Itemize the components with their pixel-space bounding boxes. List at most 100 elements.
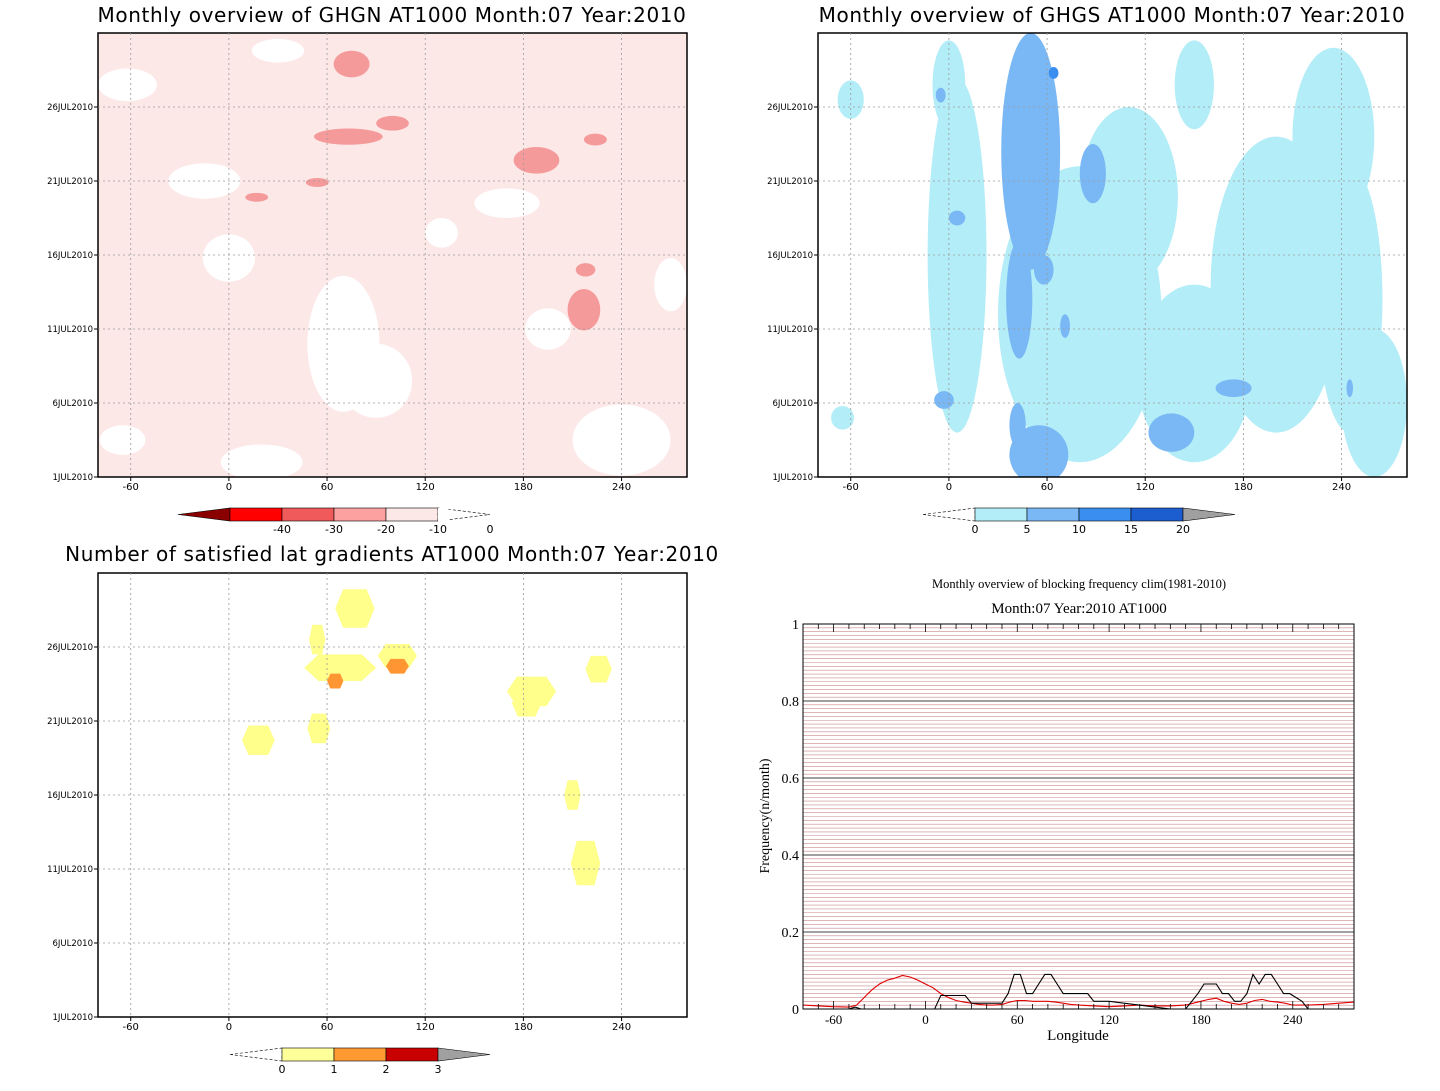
ghgs-colorbar-segment [974,507,1028,522]
lat-gradients-x-tick-label: 0 [226,1022,232,1033]
ghgs-contour-blob [1001,33,1061,270]
ghgs-colorbar-segment [1130,507,1184,522]
ghgn-y-tick-label: 26JUL2010 [47,103,93,113]
ghgs-y-tick-label: 1JUL2010 [772,473,813,483]
ghgn-colorbar-label: -40 [273,523,291,536]
ghgs-contour-blob [1346,379,1354,398]
lat-gradients-y-tick-label: 26JUL2010 [47,643,93,653]
ghgn-contour-blob [376,115,409,131]
lat-gradients-contour-blob [511,689,542,717]
blocking-climatology-line [802,974,1355,1008]
blocking-x-tick-label: 0 [922,1012,929,1027]
ghgn-colorbar-segment [281,507,335,522]
lat-gradients-colorbar-min-arrow [229,1047,283,1062]
ghgn-y-tick-label: 6JUL2010 [52,399,93,409]
ghgn-zero-area [425,218,458,248]
ghgs-colorbar-label: 0 [972,523,979,536]
ghgs-contour-blob [1006,240,1033,359]
ghgn-contour-blob [583,133,607,146]
blocking-gridlines [803,627,1354,1006]
ghgn-colorbar-segment [385,507,439,522]
ghgs-colorbar-label: 5 [1024,523,1031,536]
blocking-y-tick-label: 0.8 [782,695,800,710]
ghgn-plot-area [98,33,687,477]
blocking-x-tick-label: 240 [1283,1012,1303,1027]
lat-gradients-x-tick-label: 120 [416,1022,435,1033]
ghgs-colorbar-label: 15 [1124,523,1138,536]
ghgs-colorbar-min-arrow [922,507,976,522]
ghgn-y-tick-label: 21JUL2010 [47,177,93,187]
ghgn-colorbar: -40 -30 -20 -10 0 [177,507,494,536]
ghgs-plot-area [818,33,1407,477]
ghgs-y-tick-label: 16JUL2010 [767,251,813,261]
ghgs-light-area [831,405,854,430]
ghgn-colorbar-label: -10 [429,523,447,536]
ghgs-x-tick-label: 240 [1332,482,1351,493]
ghgn-y-tick-label: 16JUL2010 [47,251,93,261]
ghgn-contour-blob [567,289,601,331]
lat-gradients-gridlines [98,573,687,1017]
blocking-y-tick-label: 1 [792,618,799,633]
blocking-y-axis-label: Frequency(n/month) [758,758,773,873]
lat-gradients-colorbar: 0 1 2 3 [229,1047,491,1076]
lat-gradients-colorbar-max-arrow [437,1047,491,1062]
ghgn-contour-blob [313,128,383,145]
ghgs-x-tick-label: 0 [946,482,952,493]
ghgn-contour-blob [245,192,269,202]
blocking-x-axis-label: Longitude [1047,1028,1109,1044]
ghgn-x-tick-label: 120 [416,482,435,493]
ghgs-colorbar-label: 20 [1176,523,1190,536]
lat-gradients-contour-blob [241,725,275,756]
ghgn-zero-area [340,343,413,418]
ghgs-light-area [927,77,987,433]
lat-gradients-y-tick-label: 1JUL2010 [52,1013,93,1023]
blocking-x-tick-label: 180 [1191,1012,1211,1027]
ghgs-y-tick-label: 6JUL2010 [772,399,813,409]
ghgs-y-tick-label: 11JUL2010 [767,325,813,335]
ghgs-contour-blob [934,391,954,409]
ghgn-zero-area [220,444,303,477]
ghgn-gridlines [98,33,687,477]
ghgs-colorbar-max-arrow [1182,507,1236,522]
ghgs-contour-blob [935,87,946,103]
ghgs-contour-blob [1148,413,1195,452]
ghgn-y-tick-label: 1JUL2010 [52,473,93,483]
lat-gradients-colorbar-label: 3 [435,1063,442,1076]
lat-gradients-x-tick-label: 180 [514,1022,533,1033]
ghgn-y-tick-label: 11JUL2010 [47,325,93,335]
ghgn-zero-area [525,308,571,350]
ghgn-colorbar-label: 0 [487,523,494,536]
ghgn-colorbar-segment [229,507,283,522]
ghgs-colorbar-label: 10 [1072,523,1086,536]
lat-gradients-y-tick-label: 6JUL2010 [52,939,93,949]
lat-gradients-contour-blob [385,658,409,674]
ghgn-title: Monthly overview of GHGN AT1000 Month:07… [98,3,687,27]
ghgs-x-tick-label: 60 [1041,482,1054,493]
ghgs-contour-blob [1060,314,1070,338]
lat-gradients-colorbar-segment [333,1047,387,1062]
lat-gradients-colorbar-segment [385,1047,439,1062]
ghgn-x-tick-label: 180 [514,482,533,493]
ghgs-light-area [1174,40,1214,130]
blocking-y-tick-label: 0.4 [782,849,800,864]
ghgn-zero-area [251,38,305,63]
lat-gradients-contour-blob [335,589,375,628]
lat-gradients-colorbar-segment [281,1047,335,1062]
ghgs-y-tick-label: 21JUL2010 [767,177,813,187]
lat-gradients-contour-blob [377,644,418,668]
ghgn-contour-blob [575,263,596,277]
ghgn-zero-area [202,234,256,282]
lat-gradients-colorbar-label: 0 [279,1063,286,1076]
ghgs-title: Monthly overview of GHGS AT1000 Month:07… [819,3,1406,27]
ghgn-x-tick-label: 240 [612,482,631,493]
lat-gradients-x-tick-label: 60 [321,1022,334,1033]
blocking-x-tick-label: 60 [1011,1012,1024,1027]
blocking-y-tick-label: 0.2 [782,926,800,941]
ghgn-contour-blob [333,50,370,78]
ghgn-axes: -60 0 60 120 180 240 1JUL2010 6JUL2010 11JUL2010… [47,103,631,493]
lat-gradients-contour-blob [570,840,601,886]
ghgn-x-tick-label: -60 [123,482,139,493]
ghgs-light-area [1317,166,1383,433]
lat-gradients-y-tick-label: 21JUL2010 [47,717,93,727]
